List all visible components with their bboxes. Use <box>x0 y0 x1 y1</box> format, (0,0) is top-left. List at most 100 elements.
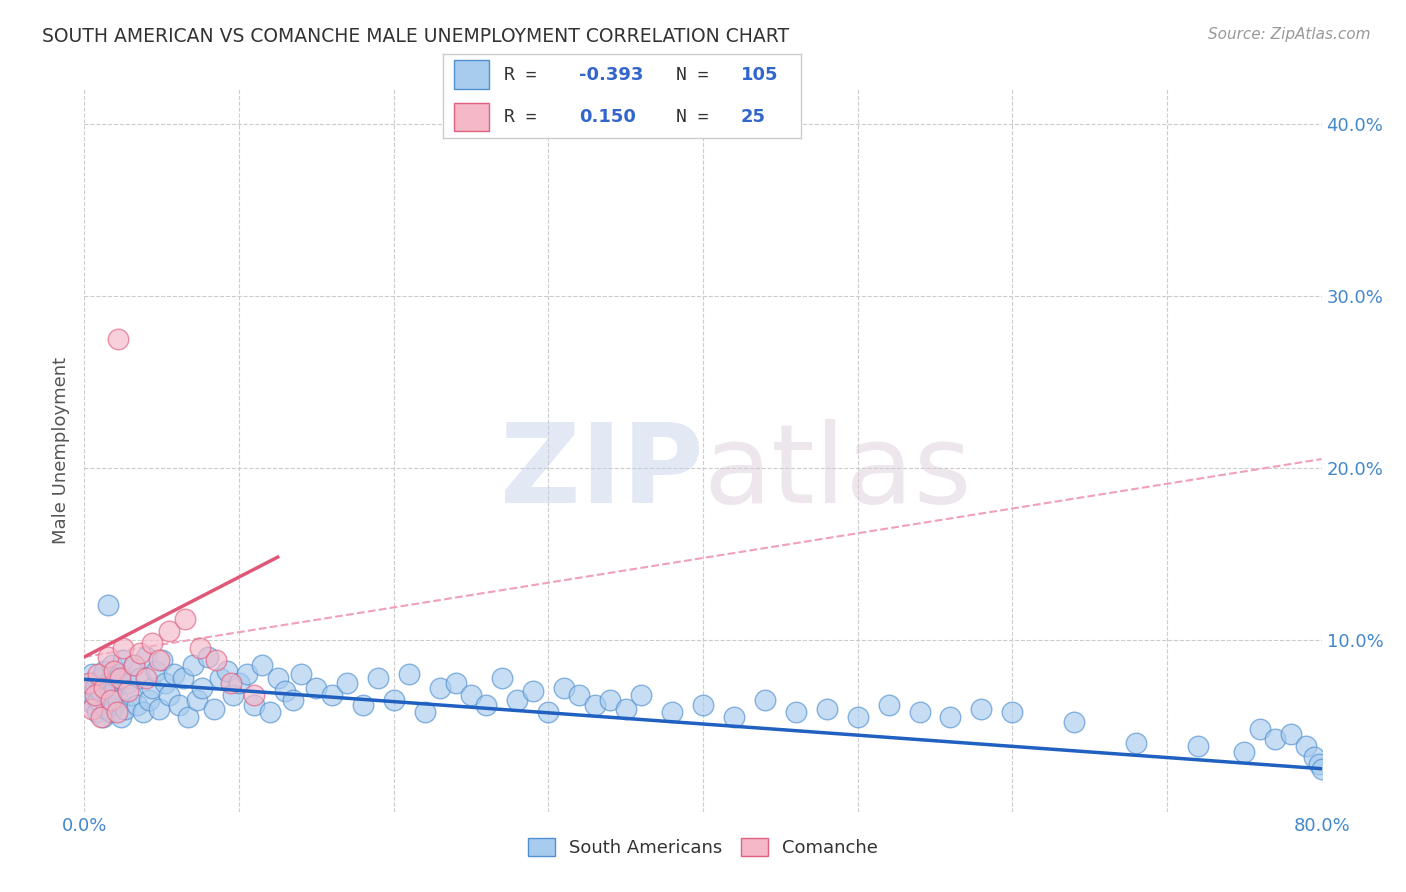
Point <box>100 705 122 719</box>
Point <box>1233 744 1256 758</box>
Point <box>82 701 104 715</box>
Point <box>1302 749 1324 764</box>
Point <box>120 688 142 702</box>
Point <box>125 698 148 712</box>
Point <box>553 681 575 695</box>
Point <box>908 705 931 719</box>
Point <box>107 332 129 346</box>
Point <box>785 705 807 719</box>
Point <box>754 693 776 707</box>
Point <box>692 698 714 712</box>
Point <box>1249 722 1271 736</box>
Point <box>90 671 112 685</box>
Point <box>475 698 498 712</box>
Point <box>630 688 652 702</box>
Point <box>148 701 170 715</box>
Point <box>145 664 167 678</box>
Point <box>98 688 121 702</box>
Point <box>939 710 962 724</box>
Point <box>96 675 118 690</box>
Point <box>87 667 110 681</box>
Point <box>112 641 135 656</box>
Point <box>1279 727 1302 741</box>
Point <box>153 675 176 690</box>
Point <box>79 688 101 702</box>
Point <box>398 667 420 681</box>
Point <box>219 675 242 690</box>
Point <box>90 710 112 724</box>
Point <box>1295 739 1317 754</box>
Text: N =: N = <box>676 66 720 84</box>
Point <box>114 701 136 715</box>
Point <box>321 688 343 702</box>
Point <box>1187 739 1209 754</box>
Point <box>89 684 111 698</box>
Point <box>205 653 228 667</box>
Point <box>243 698 266 712</box>
Text: 25: 25 <box>741 108 765 126</box>
Point <box>188 641 211 656</box>
Text: N =: N = <box>676 108 720 126</box>
Point <box>159 688 180 702</box>
Point <box>122 658 145 673</box>
Point <box>267 671 290 685</box>
Point <box>1063 715 1085 730</box>
Legend: South Americans, Comanche: South Americans, Comanche <box>520 830 886 864</box>
Bar <box>454 61 489 89</box>
Point <box>197 649 219 664</box>
Point <box>93 681 115 695</box>
Point <box>105 671 128 685</box>
Point <box>87 693 110 707</box>
Point <box>159 624 180 639</box>
Point <box>583 698 606 712</box>
Point <box>506 693 529 707</box>
Point <box>91 710 114 724</box>
Point <box>86 705 108 719</box>
Point <box>94 701 117 715</box>
Point <box>367 671 389 685</box>
Point <box>209 671 232 685</box>
Point <box>129 647 152 661</box>
Text: SOUTH AMERICAN VS COMANCHE MALE UNEMPLOYMENT CORRELATION CHART: SOUTH AMERICAN VS COMANCHE MALE UNEMPLOY… <box>42 27 789 45</box>
Point <box>491 671 513 685</box>
Point <box>117 675 139 690</box>
Point <box>661 705 683 719</box>
Point <box>141 681 163 695</box>
Point <box>101 658 124 673</box>
Point <box>100 693 122 707</box>
Text: 105: 105 <box>741 66 778 84</box>
Point <box>104 681 127 695</box>
Point <box>138 693 160 707</box>
Text: R =: R = <box>503 66 547 84</box>
Point <box>135 671 157 685</box>
Point <box>82 667 104 681</box>
Point <box>181 658 204 673</box>
Point <box>352 698 374 712</box>
Point <box>1310 762 1333 776</box>
Text: atlas: atlas <box>703 418 972 525</box>
Point <box>413 705 436 719</box>
Point <box>614 701 637 715</box>
Point <box>108 671 131 685</box>
Text: ZIP: ZIP <box>499 418 703 525</box>
Point <box>202 701 225 715</box>
Point <box>460 688 482 702</box>
Point <box>174 612 197 626</box>
Point <box>222 688 245 702</box>
Point <box>110 710 132 724</box>
Point <box>1001 705 1024 719</box>
Point <box>150 653 173 667</box>
Point <box>1125 736 1147 750</box>
Point <box>191 681 214 695</box>
Point <box>84 688 107 702</box>
Point <box>117 684 139 698</box>
Point <box>846 710 869 724</box>
Point <box>1264 732 1286 747</box>
Point <box>96 599 118 613</box>
Point <box>274 684 297 698</box>
Point <box>243 688 266 702</box>
Point <box>186 693 208 707</box>
Y-axis label: Male Unemployment: Male Unemployment <box>52 357 70 544</box>
Point <box>96 649 118 664</box>
Point <box>105 705 128 719</box>
